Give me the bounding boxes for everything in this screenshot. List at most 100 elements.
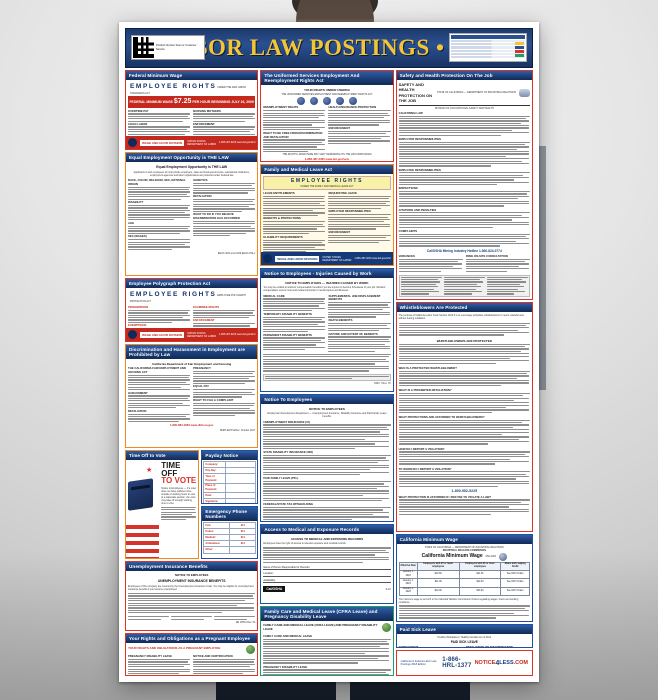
section-label: PREGNANCY DISABILITY LEAVE [128,654,172,659]
section-label: INSPECTIONS [398,186,418,191]
poster-column-right: Safety and Health Protection On The Job … [395,70,533,676]
card-payday-notice: Payday Notice Company: Pay Day: Time of … [201,450,259,504]
logo-part-3: LESS [499,660,514,666]
footer-phone-number[interactable]: 1-866-HRL-1377 [442,657,472,669]
poster-column-middle: The Uniformed Services Employment And Re… [260,70,394,676]
section-label: EXAMINEE RIGHTS [193,305,220,310]
card-header: Your Rights and Obligations as a Pregnan… [126,634,258,644]
section-label: EMPLOYER RESPONSIBILITIES [398,136,442,141]
table-row: January 1, 2018 $10.50 $11.00 See IWC Or… [398,569,530,580]
section-label: HARASSMENT [128,390,148,395]
logo-part-1: NOTICE [474,660,496,666]
card-header: Notice to Employees - Injuries Caused by… [261,269,393,279]
osha-subtitle: SAFETY AND HEALTH PROTECTION ON THE JOB [398,82,432,104]
qr-code-icon [133,37,154,58]
section-label: RIGHT TO BE FREE FROM DISCRIMINATION AND… [263,130,323,139]
userra-subtitle-2: THE UNIFORMED SERVICES EMPLOYMENT AND RE… [281,93,373,97]
coastguard-seal-icon [348,97,357,106]
card-userra: The Uniformed Services Employment And Re… [260,70,394,162]
row-label: Other: [203,546,231,554]
cell: $11.00 [416,578,460,588]
row-value[interactable] [225,497,257,503]
ui-subtitle: NOTICE TO EMPLOYEES [174,573,209,578]
amr-field-label[interactable]: Availability: [263,579,391,583]
section-label: RACE, COLOR, RELIGION, SEX, NATIONAL ORI… [128,178,186,186]
wb-subtitle: WHISTLEBLOWERS ARE PROTECTED [436,338,492,343]
qr-code-box: Product Number Scan or Customer Service [131,35,205,60]
cell: See IWC Orders [500,569,530,580]
table-row: Place of Payment: [203,482,257,493]
card-header: Family Care and Medical Leave (CFRA Leav… [261,607,393,622]
userra-subtitle: YOUR RIGHTS UNDER USERRA [304,88,350,93]
dol-seal-icon [128,330,137,339]
section-label: SEX (WAGES) [128,234,147,239]
table-row: January 1, 2020 $12.00 $13.00 See IWC Or… [398,586,530,597]
dol-seal-icon [263,254,273,263]
section-label: RETALIATION [128,408,147,413]
amr-field-label[interactable]: Name of Person Responsible for Records: [263,566,391,571]
section-label: ENFORCEMENT [328,230,351,235]
section-label: WHAT PROTECTION IS AFFORDED IF I REFUSE … [398,494,492,499]
cell: $12.00 [458,578,502,588]
card-header: Access to Medical and Exposure Records [261,525,393,535]
table-row: Pay Day: [203,467,257,475]
fmw-title: EMPLOYEE RIGHTS [130,83,217,91]
card-employee-polygraph-protection-act: Employee Polygraph Protection Act EMPLOY… [125,278,259,342]
col-header: Meals and Lodging Credit [500,561,530,571]
poster-column-left: Federal Minimum Wage EMPLOYEE RIGHTS UND… [125,70,259,676]
wc-subtitle: NOTICE TO EMPLOYEES — INJURIES CAUSED BY… [285,281,369,286]
cell: $13.00 [458,586,502,597]
psl-subtitle-2: PAID SICK LEAVE [450,640,478,645]
section-label: ENTITLEMENT [398,644,419,647]
section-label: ENFORCEMENT [328,126,351,131]
section-label: PREGNANCY DISABILITY LEAVE [263,664,308,669]
section-label: FEDERAL/STATE TAX WITHHOLDING [263,502,314,507]
mw-note: The minimum wage is set forth in the Ind… [398,598,519,605]
amr-note: Employees have the right of access to re… [263,542,347,546]
marines-seal-icon [322,97,331,106]
mw-dept: STATE OF CALIFORNIA — DEPARTMENT OF INDU… [424,546,504,550]
card-header: Discrimination and Harassment in Employm… [126,345,258,360]
table-row: January 1, 2019 $11.00 $12.00 See IWC Or… [398,578,530,588]
dfeh-footer: DFEH-E07P-ENG / October 2017 [219,428,256,432]
table-row: Time of Payment: [203,473,257,484]
dol-dept: UNITED STATES DEPARTMENT OF LABOR [322,255,352,262]
row-value[interactable] [225,467,257,475]
wh-badge: WAGE AND HOUR DIVISION [275,255,320,262]
amr-field-label[interactable]: Location: [263,572,391,577]
card-whistleblowers-protected: Whistleblowers Are Protected The purpose… [395,302,533,532]
section-label: WHAT IS A PROHIBITED RETALIATION? [398,388,452,393]
row-value[interactable] [229,546,257,554]
section-label: EMPLOYER RESPONSIBILITIES [328,209,371,214]
section-label: CHILD LABOR [128,121,148,126]
section-label: COMPLAINTS [398,228,418,233]
row-value[interactable] [225,482,257,493]
section-label: EXEMPTIONS [128,323,147,328]
table-row: Signature: [203,497,257,503]
card-header: Unemployment Insurance Benefits [126,562,258,572]
card-header: Paid Sick Leave [396,625,532,635]
section-label: BENEFITS & PROTECTIONS [263,216,301,221]
section-label: RIGHT TO FILE A COMPLAINT [193,398,234,403]
wc-employer-box[interactable] [263,373,391,382]
row-value[interactable] [225,473,257,484]
section-label: ENFORCEMENT [193,318,215,323]
table-row: Other: [203,546,257,554]
brand-logo[interactable]: NOTICE 4 LESS .COM [475,660,528,667]
card-federal-minimum-wage: Federal Minimum Wage EMPLOYEE RIGHTS UND… [125,70,259,150]
dol-contact: 1-866-487-9243 www.dol.gov/whd [354,257,391,260]
section-label: RETALIATION OR DISCRIMINATION [465,644,514,647]
fmw-band-label: FEDERAL MINIMUM WAGE [129,100,173,105]
dol-contact: 1-866-487-9243 www.dol.gov/whd [219,333,256,336]
eeo-footer: EEOC 9/02 and 11/09 EEOC-P/E-1 [217,251,256,255]
section-label: SUPPLEMENTAL JOB DISPLACEMENT BENEFITS [328,293,381,302]
col-header: Employers with 25 or fewer employees [416,561,460,571]
wb-note: The purpose of California Labor Code Sec… [398,314,524,321]
dir-logo-icon [519,88,530,97]
osha-office-table [398,274,530,297]
dfeh-contact: 1-800-884-1684 www.dfeh.ca.gov [169,423,214,428]
fmw-subtitle: UNDER THE FAIR LABOR STANDARDS ACT [130,86,246,95]
eeo-note: Applicants to and employees of most priv… [133,170,250,177]
card-header: California Minimum Wage [396,535,532,545]
section-label: WHO IS A PROTECTED WHISTLEBLOWER? [398,365,457,370]
